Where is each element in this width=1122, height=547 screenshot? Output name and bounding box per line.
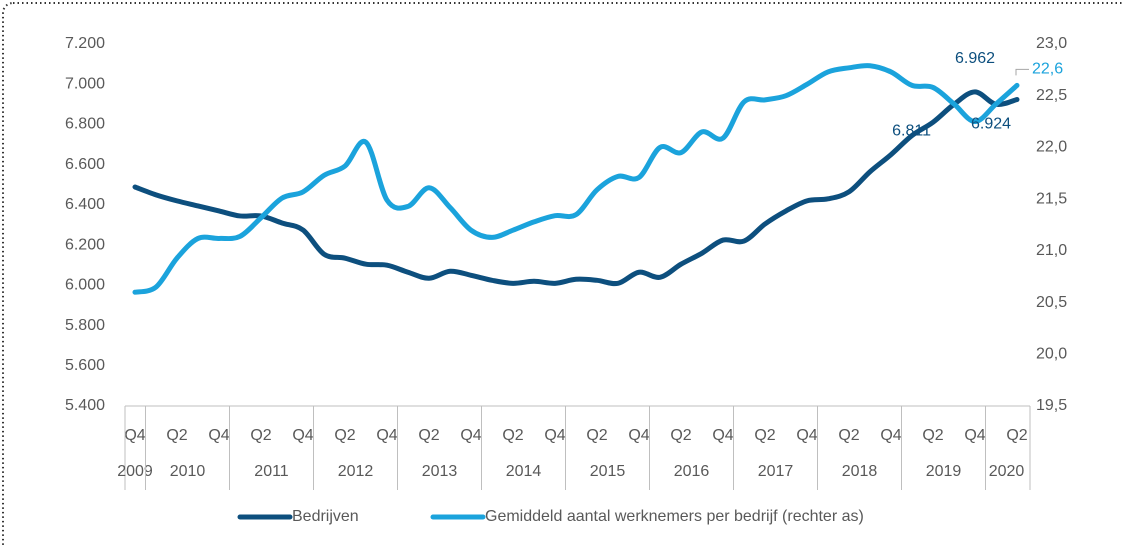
x-tick-label: Q4 xyxy=(544,427,565,444)
data-label: 6.924 xyxy=(971,116,1011,133)
y-tick-label: 5.400 xyxy=(65,397,105,414)
y-tick-label: 6.200 xyxy=(65,236,105,253)
x-tick-label: Q4 xyxy=(292,427,313,444)
year-label: 2015 xyxy=(590,463,626,480)
y-tick-label: 5.800 xyxy=(65,317,105,334)
x-tick-label: Q2 xyxy=(670,427,691,444)
legend-label: Gemiddeld aantal werknemers per bedrijf … xyxy=(485,508,864,525)
year-label: 2017 xyxy=(758,463,794,480)
series-line xyxy=(132,63,1020,295)
y-tick-label: 6.600 xyxy=(65,156,105,173)
year-label: 2011 xyxy=(254,463,289,480)
data-label: 6.962 xyxy=(955,50,995,67)
y-tick-label: 6.000 xyxy=(65,277,105,294)
x-tick-label: Q2 xyxy=(1006,427,1027,444)
y2-tick-label: 21,0 xyxy=(1036,242,1067,259)
year-label: 2018 xyxy=(842,463,878,480)
x-tick-label: Q4 xyxy=(628,427,649,444)
y2-tick-label: 22,0 xyxy=(1036,139,1067,156)
x-tick-label: Q4 xyxy=(376,427,397,444)
x-tick-label: Q2 xyxy=(334,427,355,444)
y2-tick-label: 20,0 xyxy=(1036,346,1067,363)
x-tick-label: Q2 xyxy=(250,427,271,444)
x-tick-label: Q2 xyxy=(922,427,943,444)
year-label: 2014 xyxy=(506,463,542,480)
x-tick-label: Q4 xyxy=(796,427,817,444)
year-label: 2019 xyxy=(926,463,962,480)
year-label: 2013 xyxy=(422,463,458,480)
y2-tick-label: 23,0 xyxy=(1036,35,1067,52)
legend-label: Bedrijven xyxy=(292,508,359,525)
leader-line xyxy=(1015,68,1029,76)
x-tick-label: Q2 xyxy=(838,427,859,444)
x-tick-label: Q4 xyxy=(964,427,985,444)
x-tick-label: Q2 xyxy=(502,427,523,444)
x-tick-label: Q2 xyxy=(418,427,439,444)
y2-tick-label: 20,5 xyxy=(1036,294,1067,311)
year-label: 2016 xyxy=(674,463,710,480)
x-tick-label: Q4 xyxy=(208,427,229,444)
y-tick-label: 7.200 xyxy=(65,35,105,52)
y-tick-label: 6.400 xyxy=(65,196,105,213)
year-label: 2012 xyxy=(338,463,374,480)
year-label: 2020 xyxy=(989,463,1025,480)
data-label: 6.811 xyxy=(892,122,931,139)
y-tick-label: 5.600 xyxy=(65,357,105,374)
y2-tick-label: 19,5 xyxy=(1036,397,1067,414)
x-tick-label: Q2 xyxy=(586,427,607,444)
x-tick-label: Q2 xyxy=(754,427,775,444)
y2-tick-label: 22,5 xyxy=(1036,87,1067,104)
y-tick-label: 6.800 xyxy=(65,116,105,133)
x-tick-label: Q4 xyxy=(880,427,901,444)
x-tick-label: Q4 xyxy=(712,427,733,444)
year-label: 2010 xyxy=(170,463,206,480)
year-label: 2009 xyxy=(117,463,153,480)
x-tick-label: Q4 xyxy=(460,427,481,444)
x-tick-label: Q4 xyxy=(124,427,145,444)
series-line xyxy=(132,89,1020,287)
x-tick-label: Q2 xyxy=(166,427,187,444)
y-tick-label: 7.000 xyxy=(65,75,105,92)
y2-tick-label: 21,5 xyxy=(1036,190,1067,207)
data-label: 22,6 xyxy=(1032,61,1063,78)
